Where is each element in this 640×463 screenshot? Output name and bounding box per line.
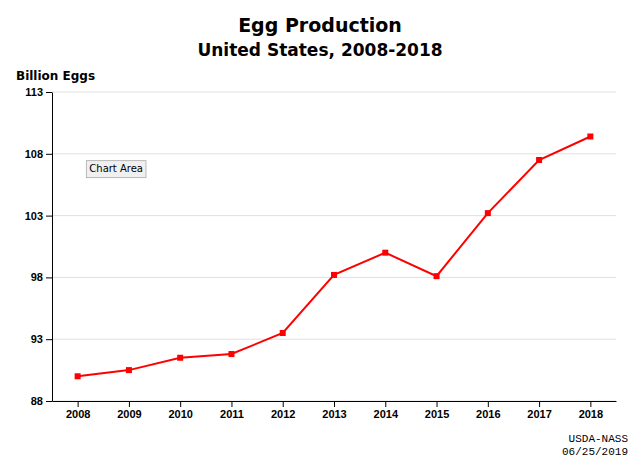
- y-tick: 88: [31, 395, 52, 407]
- y-tick-label: 113: [25, 86, 43, 98]
- x-tick-mark: [385, 401, 386, 407]
- y-tick: 113: [25, 86, 52, 98]
- x-tick: 2017: [527, 401, 551, 420]
- point: [75, 373, 81, 379]
- x-tick-label: 2010: [168, 408, 192, 420]
- y-tick-mark: [46, 401, 52, 402]
- y-tick-mark: [46, 92, 52, 93]
- x-tick-label: 2018: [579, 408, 603, 420]
- title: Egg Production: [238, 14, 402, 36]
- grid-line: [52, 153, 616, 154]
- x-tick-mark: [334, 401, 335, 407]
- point: [331, 272, 337, 278]
- y-tick: 108: [25, 148, 52, 160]
- point: [536, 157, 542, 163]
- y-tick: 98: [31, 271, 52, 283]
- x-tick-mark: [129, 401, 130, 407]
- y-tick-label: 98: [31, 271, 43, 283]
- x-tick-label: 2017: [527, 408, 551, 420]
- x-tick: 2016: [476, 401, 500, 420]
- grid: [52, 92, 616, 401]
- x-tick-mark: [231, 401, 232, 407]
- y-axis: 88 93 98 103 108 113: [25, 86, 53, 407]
- point: [177, 355, 183, 361]
- annotation-text: Chart Area: [89, 164, 143, 175]
- x-tick-mark: [437, 401, 438, 407]
- y-tick-mark: [46, 339, 52, 340]
- x-tick-mark: [78, 401, 79, 407]
- x-tick-label: 2009: [117, 408, 141, 420]
- point: [434, 273, 440, 279]
- x-tick: 2015: [425, 401, 449, 420]
- point: [382, 250, 388, 256]
- y-tick-mark: [46, 277, 52, 278]
- x-tick-mark: [180, 401, 181, 407]
- y-tick: 103: [25, 210, 52, 222]
- x-tick-label: 2015: [425, 408, 449, 420]
- chart: Egg Production United States, 2008-2018 Bi…: [0, 0, 640, 463]
- plot: 2008 2009 2010 2011 2012 2013 2014 2015 2016 2017…: [25, 86, 617, 420]
- point: [485, 210, 491, 216]
- x-tick-label: 2014: [374, 408, 399, 420]
- point: [126, 367, 132, 373]
- grid-line: [52, 339, 616, 340]
- x-tick-label: 2012: [271, 408, 295, 420]
- y-tick-label: 88: [31, 395, 43, 407]
- y-tick-label: 103: [25, 210, 43, 222]
- x-tick-label: 2013: [322, 408, 346, 420]
- y-tick-label: 93: [31, 333, 43, 345]
- grid-line: [52, 92, 616, 93]
- point: [280, 330, 286, 336]
- x-tick-label: 2016: [476, 408, 500, 420]
- x-tick: 2012: [271, 401, 295, 420]
- x-tick-label: 2011: [220, 408, 244, 420]
- annotation-box: [86, 161, 146, 178]
- line: [78, 136, 591, 376]
- x-tick: 2008: [66, 401, 90, 420]
- x-tick: 2013: [322, 401, 346, 420]
- y-tick-mark: [46, 216, 52, 217]
- x-tick-label: 2008: [66, 408, 90, 420]
- x-tick: 2009: [117, 401, 141, 420]
- x-tick-mark: [283, 401, 284, 407]
- y-tick: 93: [31, 333, 52, 345]
- point: [587, 133, 593, 139]
- y-axis-line: [52, 93, 53, 402]
- subtitle: United States, 2008-2018: [197, 40, 442, 60]
- x-tick-mark: [539, 401, 540, 407]
- x-axis: 2008 2009 2010 2011 2012 2013 2014 2015 2016 2017…: [53, 401, 617, 420]
- x-tick-mark: [590, 401, 591, 407]
- x-tick: 2018: [579, 401, 603, 420]
- annotation: USDA-NASS06/25/2019: [562, 433, 628, 458]
- y-tick-mark: [46, 154, 52, 155]
- grid-line: [52, 215, 616, 216]
- x-tick: 2014: [374, 401, 399, 420]
- y-tick-label: 108: [25, 148, 43, 160]
- x-tick: 2011: [220, 401, 244, 420]
- series: [75, 133, 594, 379]
- y-axis-label: Billion Eggs: [16, 69, 95, 83]
- x-tick: 2010: [168, 401, 192, 420]
- x-tick-mark: [488, 401, 489, 407]
- point: [228, 351, 234, 357]
- annotation: Chart Area: [86, 161, 146, 178]
